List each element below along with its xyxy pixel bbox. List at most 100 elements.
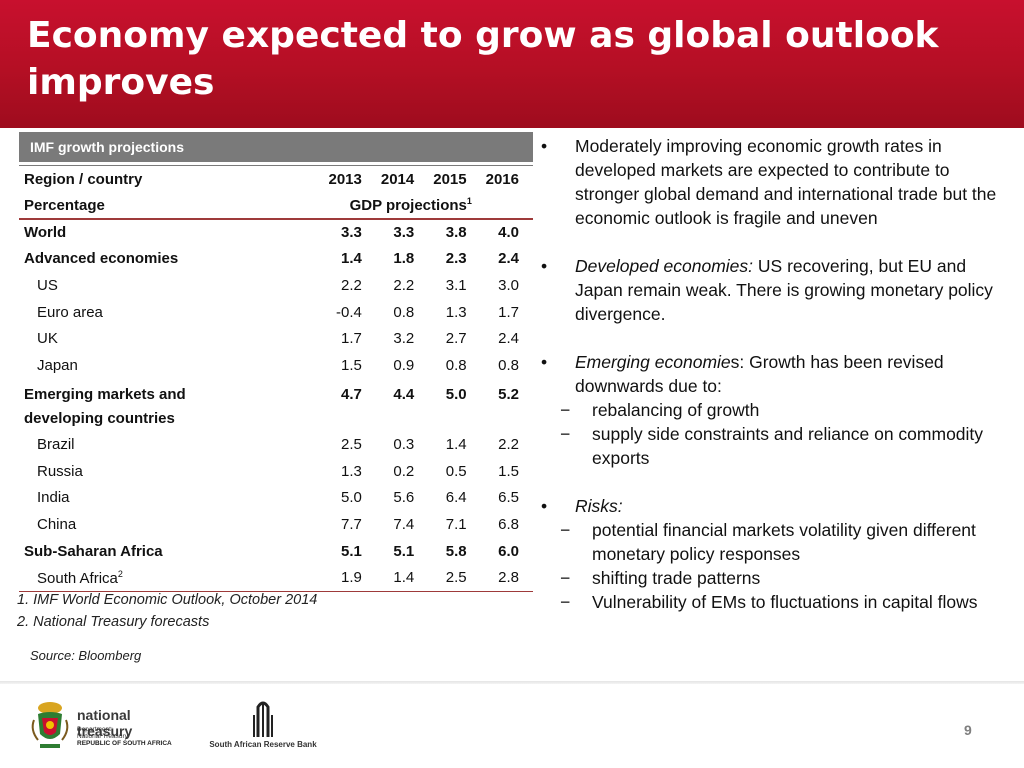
cell-value: 0.8 xyxy=(498,357,519,375)
column-header-region: Region / country xyxy=(19,165,324,193)
footnote-2: 2. National Treasury forecasts xyxy=(17,614,210,630)
cell-value: 2.2 xyxy=(341,277,362,295)
cell-value: 5.1 xyxy=(341,542,362,560)
dash-marker: − xyxy=(560,424,571,444)
dash-marker: − xyxy=(560,520,571,540)
sub-list: − potential financial markets volatility… xyxy=(541,518,1011,614)
cell-value: 2.4 xyxy=(498,250,519,268)
bullet-list: • Moderately improving economic growth r… xyxy=(541,134,1011,614)
page-number: 9 xyxy=(964,722,972,738)
cell-value: 0.3 xyxy=(393,435,415,453)
sub-bullet-text: shifting trade patterns xyxy=(592,568,761,588)
table-row: World 3.3 3.3 3.8 4.0 xyxy=(19,219,533,246)
table-row: Brazil 2.5 0.3 1.4 2.2 xyxy=(19,431,533,458)
row-label: Sub-Saharan Africa xyxy=(24,542,163,560)
cell-value: 1.3 xyxy=(445,303,467,321)
footnote-1: 1. IMF World Economic Outlook, October 2… xyxy=(17,592,318,608)
table-row: US 2.2 2.2 3.1 3.0 xyxy=(19,272,533,299)
table-row: Sub-Saharan Africa 5.1 5.1 5.8 6.0 xyxy=(19,538,533,565)
cell-value: 1.8 xyxy=(393,250,415,268)
table-row: UK 1.7 3.2 2.7 2.4 xyxy=(19,326,533,353)
reserve-bank-logo: South African Reserve Bank xyxy=(208,697,318,753)
row-label: Euro area xyxy=(37,303,103,321)
slide-title: Economy expected to grow as global outlo… xyxy=(27,15,939,103)
cell-value: 5.0 xyxy=(341,489,362,507)
bullet-marker: • xyxy=(541,496,548,516)
footer-divider xyxy=(0,681,1024,684)
table-row: Emerging markets and developing countrie… xyxy=(19,379,533,431)
cell-value: 0.5 xyxy=(445,462,467,480)
cell-value: 1.4 xyxy=(341,250,362,268)
bullet-marker: • xyxy=(541,256,548,276)
cell-value: 6.0 xyxy=(498,542,519,560)
bullet-emphasis: Developed economies: xyxy=(575,256,754,276)
cell-value: 1.3 xyxy=(341,462,362,480)
cell-value: 1.9 xyxy=(323,564,376,592)
cell-value: 3.1 xyxy=(445,277,467,295)
dash-marker: − xyxy=(560,592,571,612)
cell-value: 5.1 xyxy=(393,542,415,560)
cell-value: 2.8 xyxy=(480,564,533,592)
bullet-text: s: Growth has been revised downwards due… xyxy=(575,352,944,396)
dash-marker: − xyxy=(560,568,571,588)
sub-bullet-item: − Vulnerability of EMs to fluctuations i… xyxy=(507,590,1011,614)
subheader-gdp-label: GDP projections xyxy=(349,197,467,215)
bullet-item: • Risks: xyxy=(541,494,1011,518)
subheader-percentage: Percentage xyxy=(19,192,324,220)
gdp-projections-table: Region / country 2013 2014 2015 2016 Per… xyxy=(19,165,533,592)
table-row: Russia 1.3 0.2 0.5 1.5 xyxy=(19,458,533,485)
cell-value: -0.4 xyxy=(336,303,362,321)
cell-value: 1.4 xyxy=(375,564,429,592)
bullet-item: • Moderately improving economic growth r… xyxy=(541,134,1011,230)
row-label: Emerging markets and developing countrie… xyxy=(24,386,186,427)
cell-value: 3.8 xyxy=(445,224,467,242)
row-label: Japan xyxy=(37,357,78,375)
cell-value: 5.0 xyxy=(445,386,467,403)
row-footnote-mark: 2 xyxy=(117,568,123,579)
bullet-text: Moderately improving economic growth rat… xyxy=(575,136,997,228)
sub-bullet-text: Vulnerability of EMs to fluctuations in … xyxy=(592,592,978,612)
cell-value: 1.7 xyxy=(341,330,362,348)
row-label: Russia xyxy=(37,462,83,480)
cell-value: 2.7 xyxy=(445,330,467,348)
cell-value: 6.8 xyxy=(498,515,519,533)
table-subheader-row: Percentage GDP projections1 xyxy=(19,192,533,220)
bullet-emphasis: Emerging economie xyxy=(575,352,731,372)
cell-value: 0.8 xyxy=(445,357,467,375)
source-note: Source: Bloomberg xyxy=(30,648,142,663)
title-bar: Economy expected to grow as global outlo… xyxy=(0,0,1024,128)
cell-value: 4.7 xyxy=(341,386,362,403)
sub-bullet-item: − potential financial markets volatility… xyxy=(507,518,1011,566)
cell-value: 1.4 xyxy=(445,435,467,453)
cell-value: 5.2 xyxy=(498,386,519,403)
sub-bullet-text: supply side constraints and reliance on … xyxy=(592,424,984,468)
row-label: South Africa xyxy=(37,569,118,587)
row-label: Brazil xyxy=(37,435,75,453)
department-line-2: National Treasury xyxy=(77,733,128,740)
bullet-item: • Developed economies: US recovering, bu… xyxy=(541,254,1011,326)
row-label: Advanced economies xyxy=(24,250,179,268)
column-header-year: 2015 xyxy=(428,165,481,193)
cell-value: 7.4 xyxy=(393,515,415,533)
cell-value: 1.5 xyxy=(341,357,362,375)
cell-value: 2.2 xyxy=(393,277,415,295)
row-label: World xyxy=(24,224,67,242)
department-label: Department: National Treasury xyxy=(77,726,128,740)
table-row: Advanced economies 1.4 1.8 2.3 2.4 xyxy=(19,246,533,273)
table-row: India 5.0 5.6 6.4 6.5 xyxy=(19,484,533,511)
cell-value: 6.5 xyxy=(498,489,519,507)
table-row: Euro area -0.4 0.8 1.3 1.7 xyxy=(19,299,533,326)
cell-value: 5.6 xyxy=(393,489,415,507)
row-label: India xyxy=(37,489,70,507)
cell-value: 3.3 xyxy=(393,224,415,242)
cell-value: 3.3 xyxy=(341,224,362,242)
table-row: China 7.7 7.4 7.1 6.8 xyxy=(19,511,533,538)
cell-value: 0.2 xyxy=(393,462,415,480)
cell-value: 7.7 xyxy=(341,515,362,533)
sub-bullet-text: potential financial markets volatility g… xyxy=(592,520,976,564)
table-row: South Africa2 1.9 1.4 2.5 2.8 xyxy=(19,564,533,592)
cell-value: 0.8 xyxy=(393,303,415,321)
row-label: China xyxy=(37,515,77,533)
cell-value: 5.8 xyxy=(445,542,467,560)
cell-value: 3.0 xyxy=(498,277,519,295)
